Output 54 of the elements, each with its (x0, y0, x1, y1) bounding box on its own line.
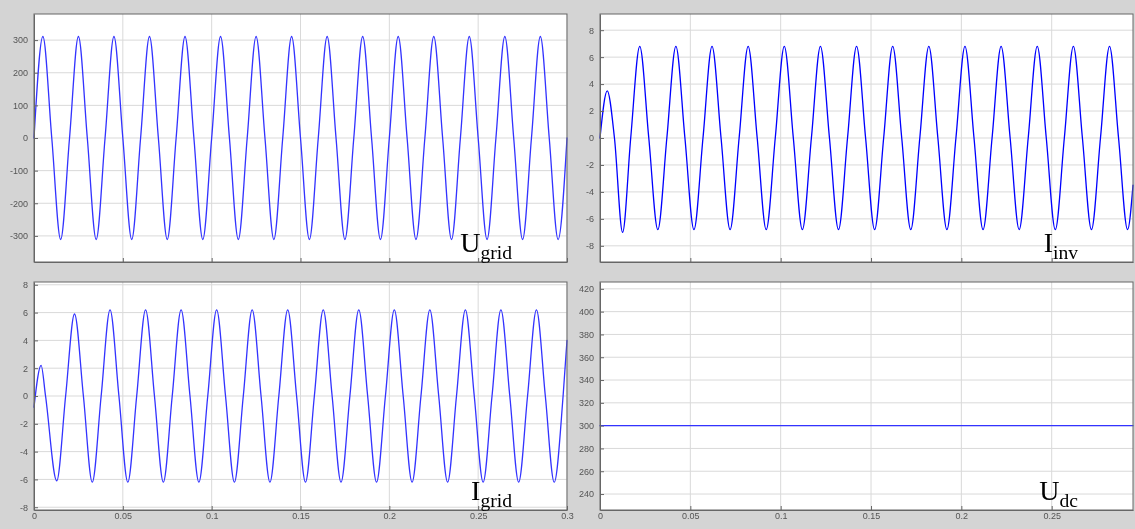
y-tick-label: 380 (578, 329, 594, 340)
x-tick-label: 0.25 (469, 511, 488, 522)
y-tick-label: 280 (578, 443, 594, 454)
y-tick-label: -2 (585, 160, 594, 171)
y-tick-label: 240 (578, 489, 594, 500)
y-tick-label: -8 (585, 241, 594, 252)
line-series (33, 309, 568, 483)
y-tick-label: 6 (588, 52, 594, 63)
line-series (599, 45, 1134, 233)
y-tick-label: 2 (22, 363, 28, 374)
y-tick-label: -100 (9, 166, 28, 177)
y-tick-label: 300 (12, 35, 28, 46)
x-tick-label: 0.05 (114, 511, 133, 522)
x-tick-label: 0 (31, 511, 38, 522)
y-tick-label: -8 (19, 502, 28, 513)
y-tick-label: 320 (578, 398, 594, 409)
y-tick-label: -2 (19, 419, 28, 430)
x-tick-label: 0.1 (205, 511, 219, 522)
y-tick-label: -200 (9, 198, 28, 209)
x-tick-label: 0.05 (682, 511, 700, 522)
y-tick-label: 300 (578, 421, 594, 432)
y-tick-label: 8 (22, 280, 28, 291)
y-tick-label: 6 (22, 307, 28, 318)
y-tick-label: -4 (19, 446, 28, 457)
x-tick-label: 0.15 (292, 511, 310, 522)
annotation: I$_{grid}$ (471, 475, 513, 511)
annotation: U$_{dc}$ (1039, 475, 1079, 511)
x-tick-label: 0.1 (774, 511, 788, 522)
y-tick-label: 200 (12, 68, 28, 79)
x-tick-label: 0.2 (383, 511, 397, 522)
y-tick-label: -4 (585, 187, 594, 198)
y-tick-label: -300 (9, 231, 28, 242)
y-tick-label: 100 (12, 100, 28, 111)
y-tick-label: 4 (588, 79, 594, 90)
y-tick-label: 0 (22, 133, 28, 144)
y-tick-label: 2 (588, 106, 594, 117)
y-tick-label: 400 (578, 307, 594, 318)
annotation: U$_{grid}$ (460, 227, 513, 263)
x-tick-label: 0.3 (561, 511, 574, 522)
x-tick-label: 0 (597, 511, 604, 522)
annotation: I$_{inv}$ (1043, 227, 1079, 263)
y-tick-label: -6 (19, 474, 28, 485)
y-tick-label: 420 (578, 284, 594, 295)
y-tick-label: 8 (588, 25, 594, 36)
y-tick-label: 260 (578, 466, 594, 477)
x-tick-label: 0.15 (862, 511, 881, 522)
y-tick-label: 0 (588, 133, 594, 144)
y-tick-label: 360 (578, 352, 594, 363)
y-tick-label: -6 (585, 214, 594, 225)
y-tick-label: 0 (22, 391, 28, 402)
x-tick-label: 0.2 (955, 511, 969, 522)
y-tick-label: 4 (22, 335, 28, 346)
x-tick-label: 0.25 (1043, 511, 1061, 522)
y-tick-label: 340 (578, 375, 594, 386)
